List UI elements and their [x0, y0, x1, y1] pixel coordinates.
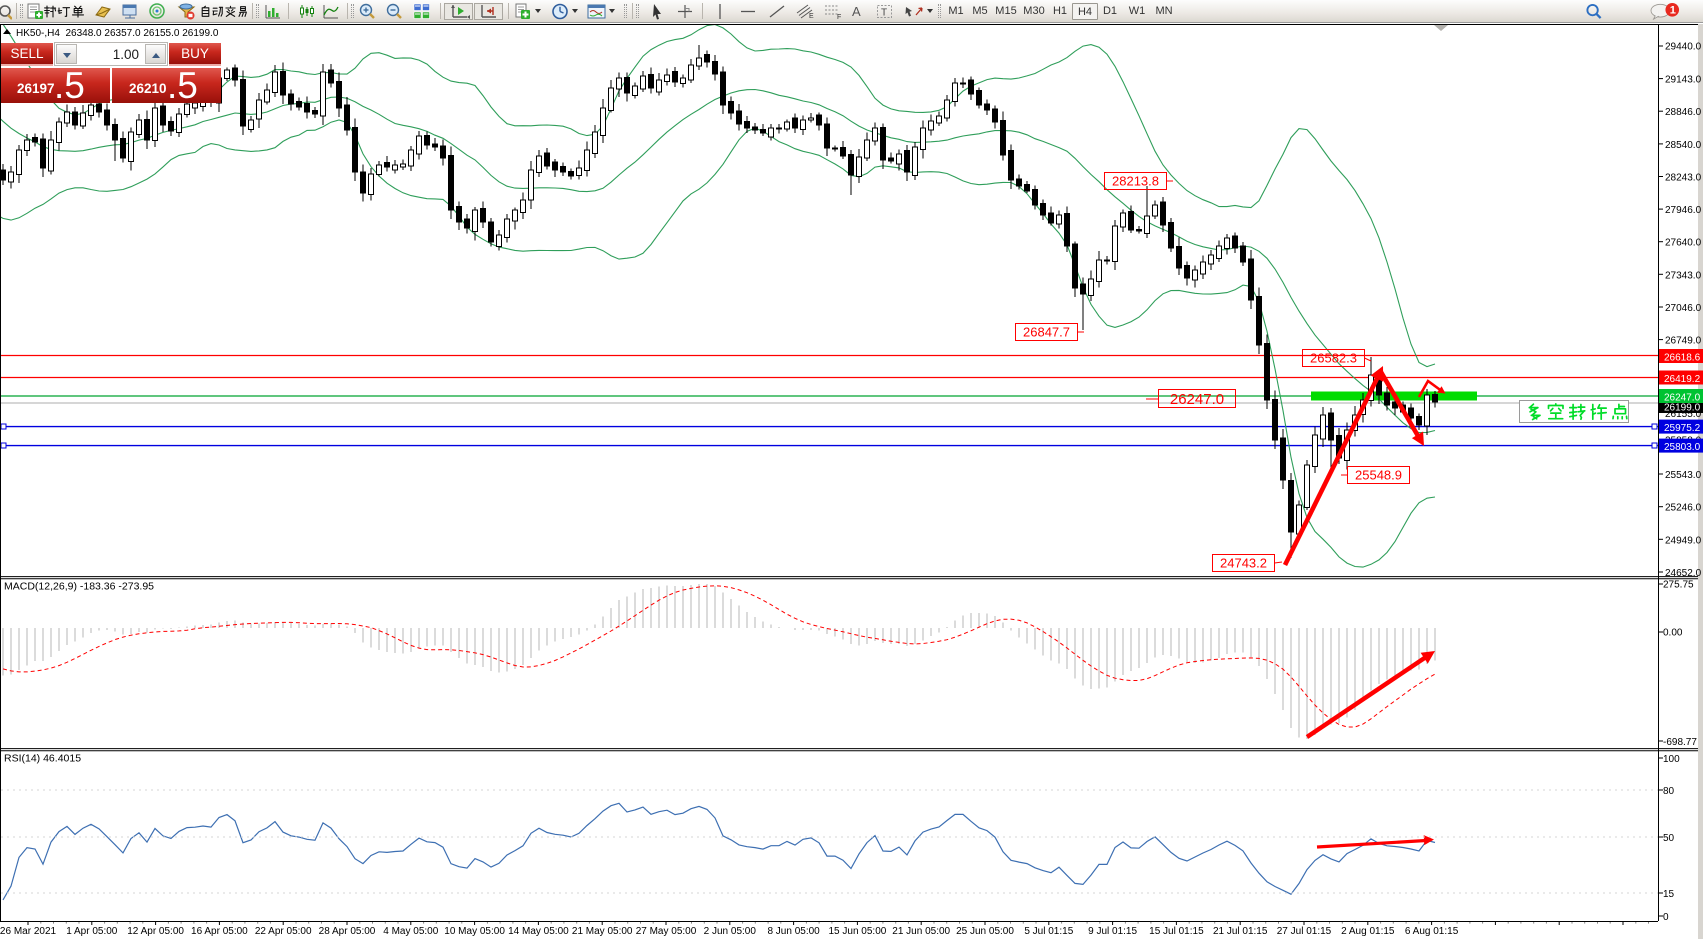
svg-text:27640.0: 27640.0	[1665, 238, 1702, 249]
svg-text:6 Aug 01:15: 6 Aug 01:15	[1405, 926, 1459, 937]
svg-text:10 May 05:00: 10 May 05:00	[444, 926, 505, 937]
svg-text:0: 0	[1663, 912, 1669, 923]
svg-text:14 May 05:00: 14 May 05:00	[508, 926, 569, 937]
svg-text:25548.9: 25548.9	[1355, 468, 1402, 483]
svg-text:15 Jul 01:15: 15 Jul 01:15	[1149, 926, 1204, 937]
svg-text:24743.2: 24743.2	[1220, 556, 1267, 571]
svg-text:9 Jul 01:15: 9 Jul 01:15	[1088, 926, 1137, 937]
svg-text:24949.0: 24949.0	[1665, 535, 1702, 546]
svg-text:16 Apr 05:00: 16 Apr 05:00	[191, 926, 248, 937]
svg-text:21 May 05:00: 21 May 05:00	[572, 926, 633, 937]
svg-text:26247.0: 26247.0	[1664, 393, 1701, 404]
svg-text:27 May 05:00: 27 May 05:00	[636, 926, 697, 937]
svg-text:28 Apr 05:00: 28 Apr 05:00	[319, 926, 376, 937]
svg-text:1 Apr 05:00: 1 Apr 05:00	[66, 926, 118, 937]
svg-text:15 Jun 05:00: 15 Jun 05:00	[828, 926, 886, 937]
svg-text:28213.8: 28213.8	[1112, 174, 1159, 189]
svg-text:26155.0: 26155.0	[1665, 409, 1702, 420]
svg-text:26582.3: 26582.3	[1310, 351, 1357, 366]
svg-text:4 May 05:00: 4 May 05:00	[383, 926, 438, 937]
svg-text:25543.0: 25543.0	[1665, 470, 1702, 481]
svg-text:27946.0: 27946.0	[1665, 205, 1702, 216]
svg-text:275.75: 275.75	[1663, 580, 1694, 591]
svg-text:25803.0: 25803.0	[1664, 442, 1701, 453]
svg-text:26847.7: 26847.7	[1023, 325, 1070, 340]
svg-text:26247.0: 26247.0	[1170, 391, 1224, 408]
svg-text:100: 100	[1663, 754, 1680, 765]
svg-text:HK50-,H4 26348.0 26357.0 2615: HK50-,H4 26348.0 26357.0 26155.0 26199.0	[16, 28, 219, 39]
svg-text:F: F	[837, 14, 841, 20]
svg-text:25975.2: 25975.2	[1664, 423, 1701, 434]
svg-text:21 Jun 05:00: 21 Jun 05:00	[892, 926, 950, 937]
svg-text:15: 15	[1663, 889, 1675, 900]
svg-text:T: T	[881, 8, 887, 19]
svg-text:50: 50	[1663, 833, 1675, 844]
svg-text:29143.0: 29143.0	[1665, 75, 1702, 86]
svg-text:21 Jul 01:15: 21 Jul 01:15	[1213, 926, 1268, 937]
svg-text:28540.0: 28540.0	[1665, 140, 1702, 151]
svg-text:2 Aug 01:15: 2 Aug 01:15	[1341, 926, 1395, 937]
svg-text:27 Jul 01:15: 27 Jul 01:15	[1277, 926, 1332, 937]
svg-text:MACD(12,26,9) -183.36 -273.95: MACD(12,26,9) -183.36 -273.95	[4, 581, 154, 593]
svg-text:25246.0: 25246.0	[1665, 503, 1702, 514]
svg-text:5 Jul 01:15: 5 Jul 01:15	[1024, 926, 1073, 937]
svg-text:E: E	[809, 13, 814, 20]
svg-text:24652.0: 24652.0	[1665, 568, 1702, 579]
svg-text:28846.0: 28846.0	[1665, 107, 1702, 118]
svg-text:RSI(14) 46.4015: RSI(14) 46.4015	[4, 753, 81, 765]
svg-text:27046.0: 27046.0	[1665, 303, 1702, 314]
svg-text:26419.2: 26419.2	[1664, 374, 1701, 385]
svg-text:-698.77: -698.77	[1663, 737, 1697, 748]
svg-text:26199.0: 26199.0	[1664, 403, 1701, 414]
svg-text:1: 1	[1670, 5, 1676, 17]
svg-text:0.00: 0.00	[1663, 628, 1683, 639]
svg-text:26618.6: 26618.6	[1664, 353, 1701, 364]
svg-text:26749.0: 26749.0	[1665, 336, 1702, 347]
svg-text:25 Jun 05:00: 25 Jun 05:00	[956, 926, 1014, 937]
svg-text:28243.0: 28243.0	[1665, 173, 1702, 184]
svg-text:8 Jun 05:00: 8 Jun 05:00	[767, 926, 820, 937]
svg-text:26 Mar 2021: 26 Mar 2021	[0, 926, 57, 937]
svg-text:80: 80	[1663, 786, 1675, 797]
svg-text:2 Jun 05:00: 2 Jun 05:00	[704, 926, 757, 937]
svg-text:29440.0: 29440.0	[1665, 42, 1702, 53]
svg-text:22 Apr 05:00: 22 Apr 05:00	[255, 926, 312, 937]
svg-text:12 Apr 05:00: 12 Apr 05:00	[127, 926, 184, 937]
svg-text:27343.0: 27343.0	[1665, 270, 1702, 281]
